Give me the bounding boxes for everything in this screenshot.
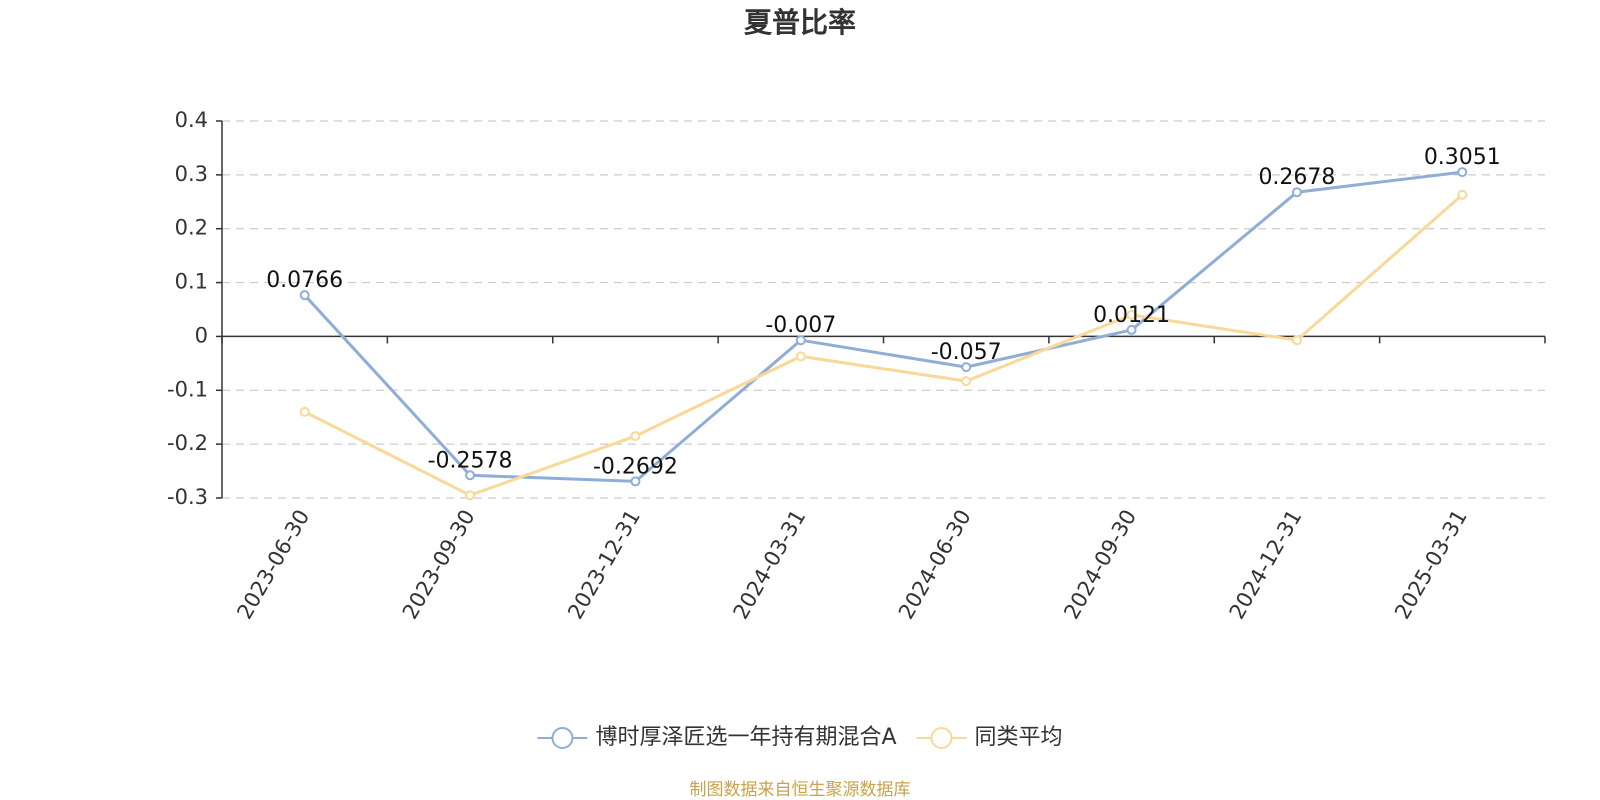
series-line [304,193,1464,497]
data-label: -0.057 [931,340,1002,365]
point [465,470,476,481]
y-tick-label: 0 [195,323,208,347]
data-label: 0.2678 [1258,165,1335,190]
point [630,431,641,442]
point [1457,167,1468,178]
y-tick-label: -0.3 [167,485,208,509]
point [299,406,310,417]
x-tick-label: 2024-09-30 [1059,506,1141,624]
x-tick-label: 2024-12-31 [1225,506,1307,624]
point [1126,309,1137,320]
y-tick-label: -0.2 [167,431,208,455]
x-tick-label: 2023-06-30 [232,506,314,624]
y-tick-label: 0.4 [175,108,208,132]
data-label: 0.0766 [266,268,343,293]
source-note: 制图数据来自恒生聚源数据库 [690,780,911,800]
x-tick-label: 2023-12-31 [563,506,645,624]
point [795,335,806,346]
data-label: 0.0121 [1093,303,1170,328]
data-label: -0.2578 [428,448,513,473]
y-tick-label: 0.2 [175,216,208,240]
legend-label: 博时厚泽匠选一年持有期混合A [595,725,896,750]
data-label: 0.3051 [1424,145,1501,170]
point [299,290,310,301]
point [1291,187,1302,198]
series-line [303,170,1463,483]
point [465,490,476,501]
y-tick-label: 0.3 [175,162,208,186]
data-label: -0.007 [765,313,836,338]
y-tick-label: 0.1 [175,270,208,294]
point [1291,335,1302,346]
x-tick-label: 2024-03-31 [729,506,811,624]
chart-title: 夏普比率 [744,6,856,39]
point [795,351,806,362]
point [1126,324,1137,335]
point [961,376,972,387]
x-tick-label: 2024-06-30 [894,506,976,624]
x-tick-label: 2023-09-30 [398,506,480,624]
legend-marker [551,727,574,749]
x-tick-label: 2025-03-31 [1390,506,1472,624]
point [961,362,972,373]
legend-label: 同类平均 [975,725,1063,750]
y-tick-label: -0.1 [167,377,208,401]
point [1457,189,1468,200]
data-label: -0.2692 [593,454,678,479]
point [630,476,641,487]
legend-marker [930,727,953,749]
